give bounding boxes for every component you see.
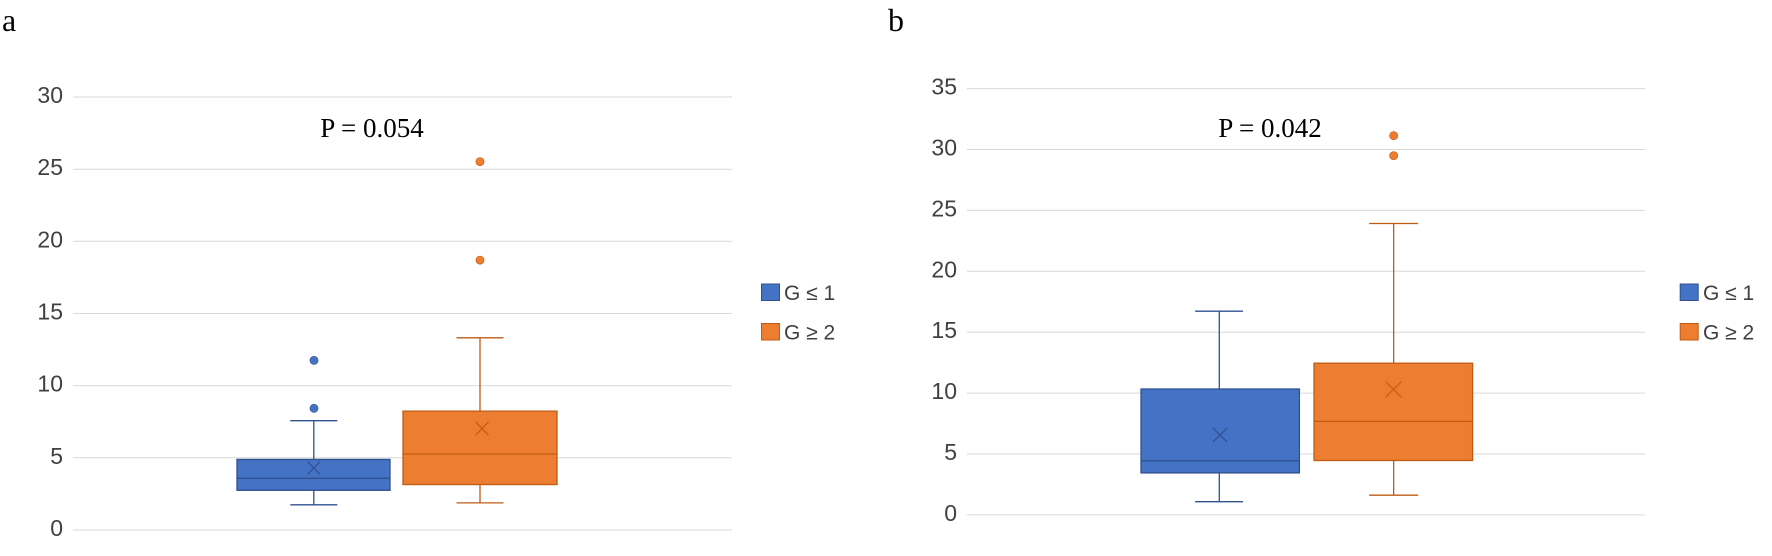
svg-text:35: 35 <box>931 74 957 100</box>
svg-text:10: 10 <box>931 378 957 404</box>
svg-text:P = 0.042: P = 0.042 <box>1218 113 1322 143</box>
svg-text:G ≤ 1: G ≤ 1 <box>784 282 835 305</box>
svg-text:25: 25 <box>931 195 957 221</box>
svg-text:5: 5 <box>50 443 63 469</box>
svg-text:G ≥ 2: G ≥ 2 <box>784 322 835 345</box>
svg-text:G ≤ 1: G ≤ 1 <box>1703 282 1754 305</box>
svg-text:5: 5 <box>944 439 957 465</box>
svg-text:15: 15 <box>37 299 63 325</box>
svg-text:P = 0.054: P = 0.054 <box>320 113 424 143</box>
svg-text:0: 0 <box>50 515 63 541</box>
svg-text:30: 30 <box>931 135 957 161</box>
svg-text:30: 30 <box>37 82 63 108</box>
svg-text:20: 20 <box>37 226 63 252</box>
svg-text:25: 25 <box>37 154 63 180</box>
svg-text:0: 0 <box>944 500 957 526</box>
svg-text:20: 20 <box>931 256 957 282</box>
svg-text:G ≥ 2: G ≥ 2 <box>1703 322 1754 345</box>
svg-text:15: 15 <box>931 317 957 343</box>
svg-text:10: 10 <box>37 371 63 397</box>
